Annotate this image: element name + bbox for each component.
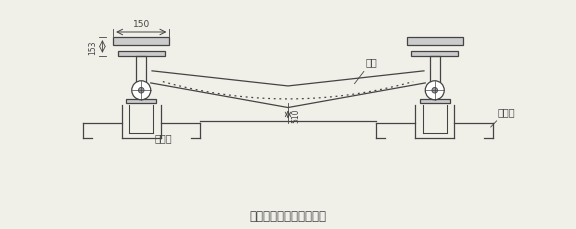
Text: 510: 510 [291, 108, 301, 122]
Bar [118, 51, 165, 57]
Bar [430, 57, 440, 87]
Circle shape [432, 88, 438, 94]
Text: 153: 153 [88, 40, 97, 55]
Bar [420, 99, 450, 104]
Text: 中间架: 中间架 [491, 106, 515, 128]
Bar [126, 99, 156, 104]
Bar [407, 38, 463, 46]
Bar [411, 51, 458, 57]
Bar [113, 38, 169, 46]
Text: 钢丝绳: 钢丝绳 [154, 133, 172, 142]
Text: 胶带: 胶带 [354, 57, 377, 84]
Circle shape [132, 81, 151, 100]
Circle shape [425, 81, 444, 100]
Circle shape [138, 88, 144, 94]
Text: 150: 150 [132, 20, 150, 29]
Bar [136, 57, 146, 87]
Text: 纵向撕裂保护安装示意图: 纵向撕裂保护安装示意图 [249, 209, 327, 222]
